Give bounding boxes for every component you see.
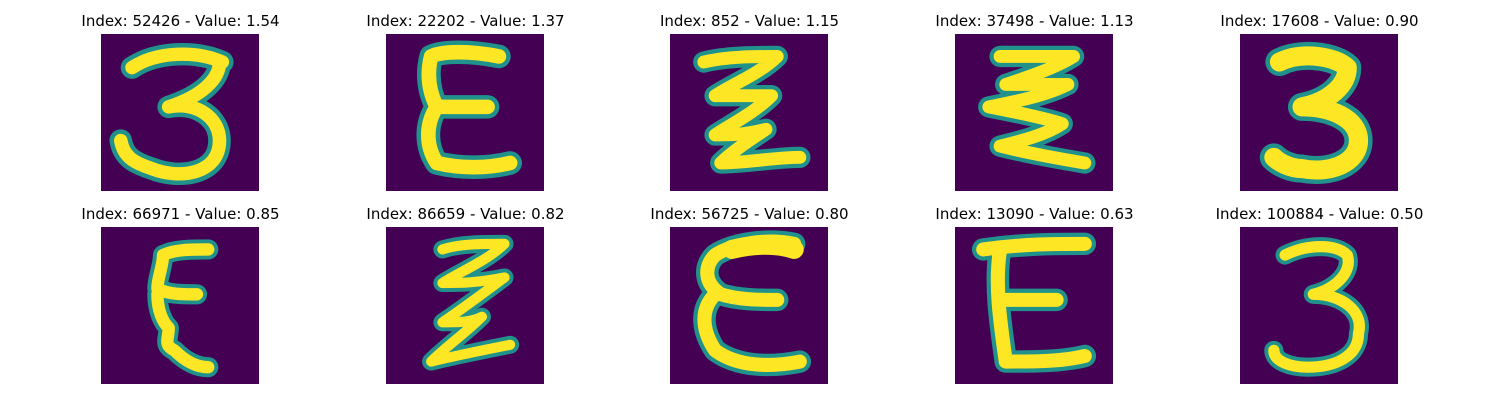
panel-title: Index: 13090 - Value: 0.63 bbox=[935, 205, 1134, 223]
digit-image bbox=[101, 34, 259, 191]
panel-2: Index: 22202 - Value: 1.37 bbox=[323, 11, 608, 201]
digit-image bbox=[955, 34, 1113, 191]
panel-10: Index: 100884 - Value: 0.50 bbox=[1177, 204, 1462, 394]
digit-image bbox=[670, 34, 828, 191]
panel-title: Index: 86659 - Value: 0.82 bbox=[366, 205, 565, 223]
panel-title: Index: 22202 - Value: 1.37 bbox=[366, 12, 565, 30]
digit-glyph bbox=[1259, 41, 1373, 184]
digit-image bbox=[101, 227, 259, 384]
digit-image bbox=[955, 227, 1113, 384]
panel-8: Index: 56725 - Value: 0.80 bbox=[607, 204, 892, 394]
panel-5: Index: 17608 - Value: 0.90 bbox=[1177, 11, 1462, 201]
panel-9: Index: 13090 - Value: 0.63 bbox=[892, 204, 1177, 394]
digit-glyph bbox=[971, 232, 1097, 373]
digit-glyph bbox=[147, 239, 219, 378]
panel-title: Index: 52426 - Value: 1.54 bbox=[81, 12, 280, 30]
panel-title: Index: 66971 - Value: 0.85 bbox=[81, 205, 280, 223]
digit-glyph bbox=[422, 234, 520, 371]
panel-title: Index: 100884 - Value: 0.50 bbox=[1215, 205, 1424, 223]
digit-glyph bbox=[416, 40, 522, 179]
digit-glyph bbox=[693, 45, 811, 174]
digit-image bbox=[386, 227, 544, 384]
digit-glyph bbox=[1264, 237, 1369, 377]
panel-3: Index: 852 - Value: 1.15 bbox=[607, 11, 892, 201]
panel-1: Index: 52426 - Value: 1.54 bbox=[38, 11, 323, 201]
digit-glyph bbox=[978, 45, 1096, 174]
panel-7: Index: 86659 - Value: 0.82 bbox=[323, 204, 608, 394]
digit-glyph bbox=[109, 43, 234, 185]
panel-4: Index: 37498 - Value: 1.13 bbox=[892, 11, 1177, 201]
panel-6: Index: 66971 - Value: 0.85 bbox=[38, 204, 323, 394]
digit-image bbox=[1240, 227, 1398, 384]
digit-image bbox=[1240, 34, 1398, 191]
panel-title: Index: 17608 - Value: 0.90 bbox=[1220, 12, 1419, 30]
digit-glyph bbox=[693, 230, 812, 377]
panel-title: Index: 852 - Value: 1.15 bbox=[659, 12, 840, 30]
digit-image bbox=[670, 227, 828, 384]
panel-title: Index: 56725 - Value: 0.80 bbox=[650, 205, 849, 223]
digit-image bbox=[386, 34, 544, 191]
panel-title: Index: 37498 - Value: 1.13 bbox=[935, 12, 1134, 30]
